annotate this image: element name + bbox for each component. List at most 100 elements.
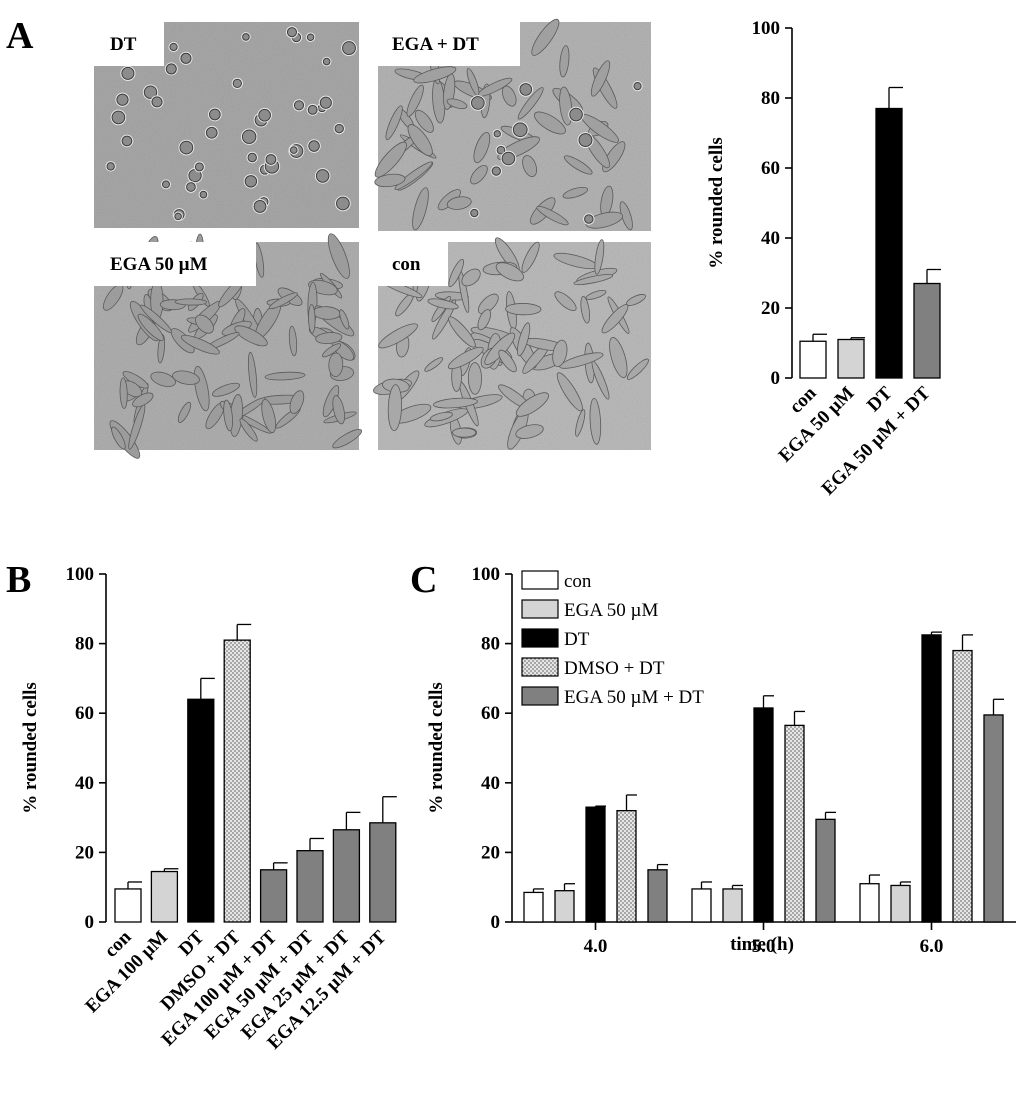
cell <box>512 122 528 138</box>
cell <box>268 292 298 310</box>
micrograph-ega-label: EGA 50 µM <box>110 254 208 275</box>
bar-dt-0 <box>585 806 606 923</box>
cell <box>473 131 491 164</box>
cell <box>563 155 593 175</box>
y-tick-label: 20 <box>75 842 94 863</box>
cell <box>332 395 345 425</box>
bar-4 <box>259 869 288 923</box>
cell <box>342 41 356 56</box>
panel-letter-b: B <box>6 559 31 601</box>
cell <box>521 241 540 273</box>
cell <box>585 211 623 229</box>
cell <box>519 83 533 96</box>
cell <box>554 291 577 311</box>
cell <box>169 42 178 52</box>
chart-c: 0 20 40 60 80 100 % rounded cells 4.0 5.0 6.0 time… <box>426 564 1016 957</box>
cell <box>406 84 424 117</box>
cell <box>590 60 611 97</box>
x-tick-label: 5.0 <box>752 936 776 957</box>
cell <box>569 107 583 122</box>
cell <box>150 371 176 387</box>
cell <box>186 182 196 192</box>
y-tick-label: 100 <box>752 18 781 39</box>
cell <box>562 186 589 199</box>
cell <box>234 325 268 347</box>
cell <box>609 337 628 379</box>
cell <box>308 140 320 152</box>
y-axis-title: % rounded cells <box>20 682 41 814</box>
cell <box>517 322 531 357</box>
cell <box>432 397 478 409</box>
bar-dmso_dt-1 <box>784 724 805 923</box>
micrograph-dt-label-box <box>94 22 164 66</box>
cell <box>179 140 194 155</box>
cell <box>232 78 242 89</box>
cell <box>424 357 444 372</box>
cell <box>470 208 479 218</box>
cell <box>174 298 208 306</box>
y-tick-label: 100 <box>66 564 95 585</box>
cell <box>106 162 115 171</box>
cell <box>319 96 332 109</box>
cell <box>394 161 433 190</box>
y-tick-label: 20 <box>761 298 780 319</box>
legend-label: EGA 50 µM <box>564 600 658 621</box>
cell <box>195 314 214 334</box>
cell <box>264 371 306 381</box>
cell <box>132 392 154 408</box>
y-tick-label: 0 <box>85 912 95 933</box>
cell <box>559 45 570 78</box>
cell <box>446 98 468 110</box>
cell <box>414 109 434 133</box>
cell <box>289 146 298 154</box>
y-tick-label: 60 <box>761 158 780 179</box>
cell <box>374 173 406 188</box>
legend-swatch <box>521 628 559 648</box>
cell <box>589 397 602 445</box>
cell <box>315 169 330 183</box>
bar-6 <box>332 829 361 923</box>
cell <box>289 390 305 414</box>
bar-3 <box>913 282 941 379</box>
cell <box>536 205 569 226</box>
cell <box>387 384 402 432</box>
cell <box>143 85 158 99</box>
cell <box>407 124 433 157</box>
legend-swatch <box>521 657 559 677</box>
micrograph-dt: DT <box>94 22 359 228</box>
cell <box>111 426 126 450</box>
cell <box>447 346 484 370</box>
cell <box>119 377 128 409</box>
bar-ega-1 <box>722 888 743 923</box>
bar-con-0 <box>523 891 544 923</box>
cell <box>580 295 591 324</box>
y-tick-label: 0 <box>771 368 781 389</box>
cell <box>334 123 344 134</box>
y-tick-label: 80 <box>75 634 94 655</box>
micrograph-dt-label: DT <box>110 34 137 55</box>
cell <box>247 351 258 398</box>
cell <box>501 151 516 166</box>
cell <box>223 399 234 432</box>
cell <box>205 126 218 139</box>
cell <box>162 180 170 189</box>
cell <box>247 152 257 163</box>
x-axis-title: time (h) <box>730 934 794 955</box>
cell <box>199 190 208 199</box>
x-tick-label: 6.0 <box>920 936 944 957</box>
cell <box>578 133 593 148</box>
bar-7 <box>369 822 397 923</box>
legend-label: DT <box>564 629 590 650</box>
cell <box>180 334 220 355</box>
cell <box>470 164 488 185</box>
cell <box>241 129 257 144</box>
bar-1 <box>150 870 179 923</box>
cell <box>286 27 297 38</box>
y-tick-label: 80 <box>761 88 780 109</box>
cell <box>172 370 200 385</box>
cell <box>584 214 594 224</box>
cell <box>137 313 164 341</box>
bar-ega_dt-0 <box>647 869 668 923</box>
micrograph-con-label-box <box>378 242 448 286</box>
